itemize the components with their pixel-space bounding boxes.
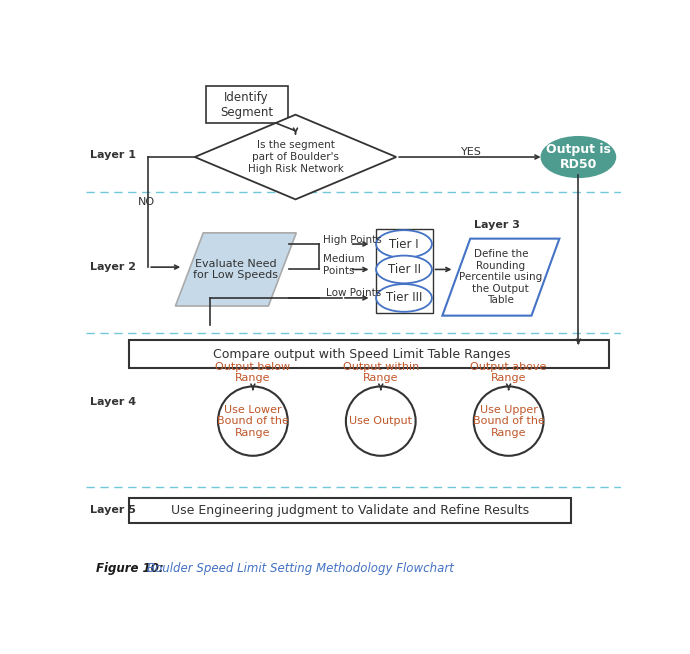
- Text: Layer 3: Layer 3: [474, 220, 520, 230]
- Text: Evaluate Need
for Low Speeds: Evaluate Need for Low Speeds: [193, 258, 278, 281]
- Text: Compare output with Speed Limit Table Ranges: Compare output with Speed Limit Table Ra…: [213, 348, 510, 360]
- Text: Boulder Speed Limit Setting Methodology Flowchart: Boulder Speed Limit Setting Methodology …: [147, 562, 453, 575]
- Text: Layer 2: Layer 2: [90, 262, 137, 272]
- Text: Is the segment
part of Boulder's
High Risk Network: Is the segment part of Boulder's High Ri…: [248, 141, 344, 173]
- Ellipse shape: [376, 256, 432, 283]
- Polygon shape: [129, 498, 571, 523]
- Ellipse shape: [542, 137, 615, 177]
- Text: Low Points: Low Points: [326, 288, 382, 298]
- Ellipse shape: [218, 387, 288, 456]
- Polygon shape: [175, 233, 296, 306]
- Text: Tier II: Tier II: [388, 263, 420, 276]
- Text: Output within
Range: Output within Range: [343, 362, 419, 383]
- Text: Tier III: Tier III: [386, 292, 422, 304]
- Polygon shape: [442, 239, 560, 316]
- Text: Figure 10:: Figure 10:: [95, 562, 163, 575]
- Text: Output below
Range: Output below Range: [215, 362, 290, 383]
- Text: Identify
Segment: Identify Segment: [220, 91, 273, 118]
- Polygon shape: [206, 86, 288, 123]
- Text: Layer 1: Layer 1: [90, 150, 137, 160]
- Ellipse shape: [376, 230, 432, 258]
- Text: Medium
Points: Medium Points: [323, 254, 364, 275]
- Text: Use Output: Use Output: [349, 416, 412, 426]
- Ellipse shape: [346, 387, 415, 456]
- Text: Define the
Rounding
Percentile using
the Output
Table: Define the Rounding Percentile using the…: [460, 249, 542, 305]
- Text: Output is
RD50: Output is RD50: [546, 143, 611, 171]
- Ellipse shape: [474, 387, 544, 456]
- Text: High Points: High Points: [323, 235, 382, 245]
- Text: Output above
Range: Output above Range: [471, 362, 546, 383]
- Ellipse shape: [376, 284, 432, 312]
- Polygon shape: [129, 340, 609, 368]
- Text: Tier I: Tier I: [389, 237, 419, 250]
- Text: Layer 5: Layer 5: [90, 505, 137, 515]
- Text: Use Lower
Bound of the
Range: Use Lower Bound of the Range: [217, 405, 289, 438]
- Text: Use Upper
Bound of the
Range: Use Upper Bound of the Range: [473, 405, 544, 438]
- Polygon shape: [195, 114, 396, 199]
- Text: NO: NO: [138, 197, 155, 207]
- Text: Layer 4: Layer 4: [90, 397, 137, 407]
- Text: YES: YES: [461, 147, 482, 158]
- Text: Use Engineering judgment to Validate and Refine Results: Use Engineering judgment to Validate and…: [170, 504, 529, 517]
